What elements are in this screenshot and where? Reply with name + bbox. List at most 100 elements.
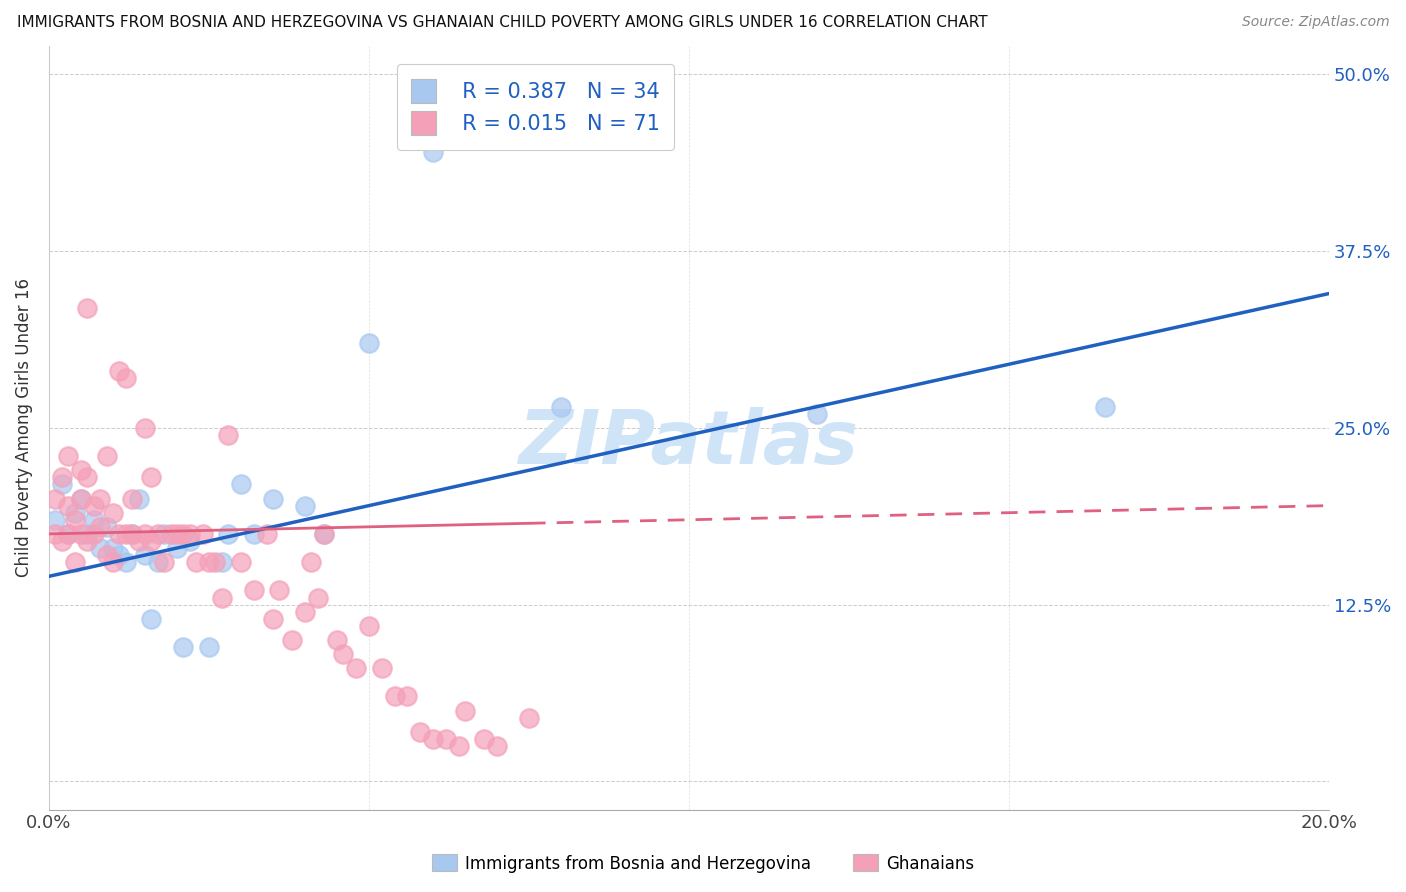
Point [114, 371, 136, 385]
Point [472, 731, 495, 746]
Point [44, 491, 66, 506]
Point [108, 527, 131, 541]
Point [517, 711, 540, 725]
Point [121, 527, 143, 541]
Point [56, 499, 79, 513]
Point [179, 533, 201, 548]
Point [281, 632, 304, 647]
Point [56, 527, 79, 541]
Point [141, 470, 163, 484]
Point [256, 527, 278, 541]
Point [146, 555, 169, 569]
Point [83, 527, 105, 541]
Point [134, 421, 156, 435]
Point [454, 704, 477, 718]
Point [153, 555, 176, 569]
Point [198, 555, 221, 569]
Point [550, 400, 572, 414]
Point [83, 499, 105, 513]
Legend: Immigrants from Bosnia and Herzegovina, Ghanaians: Immigrants from Bosnia and Herzegovina, … [425, 847, 981, 880]
Point [229, 555, 252, 569]
Point [101, 541, 124, 555]
Point [344, 661, 367, 675]
Point [70, 491, 93, 506]
Point [70, 527, 93, 541]
Point [211, 591, 233, 605]
Text: IMMIGRANTS FROM BOSNIA AND HERZEGOVINA VS GHANAIAN CHILD POVERTY AMONG GIRLS UND: IMMIGRANTS FROM BOSNIA AND HERZEGOVINA V… [17, 15, 987, 30]
Point [121, 527, 143, 541]
Point [89, 541, 111, 555]
Point [70, 463, 93, 477]
Point [1094, 400, 1116, 414]
Point [314, 527, 336, 541]
Point [96, 548, 118, 562]
Point [70, 491, 93, 506]
Point [96, 520, 118, 534]
Point [806, 407, 828, 421]
Point [128, 533, 150, 548]
Point [179, 527, 201, 541]
Point [44, 513, 66, 527]
Point [211, 555, 233, 569]
Point [447, 739, 470, 753]
Point [332, 647, 354, 661]
Point [63, 555, 86, 569]
Point [422, 145, 444, 160]
Point [76, 301, 98, 315]
Point [262, 612, 284, 626]
Point [76, 470, 98, 484]
Point [204, 555, 226, 569]
Point [191, 527, 214, 541]
Point [172, 640, 194, 654]
Point [217, 428, 239, 442]
Point [396, 690, 419, 704]
Point [326, 632, 349, 647]
Point [314, 527, 336, 541]
Point [89, 520, 111, 534]
Point [434, 731, 457, 746]
Point [262, 491, 284, 506]
Y-axis label: Child Poverty Among Girls Under 16: Child Poverty Among Girls Under 16 [15, 278, 32, 577]
Point [51, 533, 73, 548]
Point [357, 619, 380, 633]
Point [159, 527, 181, 541]
Point [485, 739, 508, 753]
Point [89, 491, 111, 506]
Point [172, 527, 194, 541]
Text: Source: ZipAtlas.com: Source: ZipAtlas.com [1241, 15, 1389, 29]
Point [166, 541, 188, 555]
Point [242, 527, 264, 541]
Point [357, 336, 380, 351]
Point [101, 506, 124, 520]
Point [307, 591, 329, 605]
Point [63, 513, 86, 527]
Point [76, 533, 98, 548]
Point [141, 533, 163, 548]
Point [294, 605, 316, 619]
Point [294, 499, 316, 513]
Point [186, 555, 208, 569]
Point [409, 724, 432, 739]
Point [166, 527, 188, 541]
Point [146, 527, 169, 541]
Point [56, 527, 79, 541]
Point [134, 527, 156, 541]
Point [141, 612, 163, 626]
Point [198, 640, 221, 654]
Point [96, 449, 118, 463]
Point [422, 731, 444, 746]
Point [153, 527, 176, 541]
Point [101, 555, 124, 569]
Point [121, 491, 143, 506]
Point [83, 513, 105, 527]
Point [44, 527, 66, 541]
Point [51, 477, 73, 491]
Legend:   R = 0.387   N = 34,   R = 0.015   N = 71: R = 0.387 N = 34, R = 0.015 N = 71 [396, 64, 673, 150]
Point [114, 527, 136, 541]
Point [229, 477, 252, 491]
Point [76, 527, 98, 541]
Point [299, 555, 322, 569]
Point [269, 583, 291, 598]
Point [370, 661, 392, 675]
Point [217, 527, 239, 541]
